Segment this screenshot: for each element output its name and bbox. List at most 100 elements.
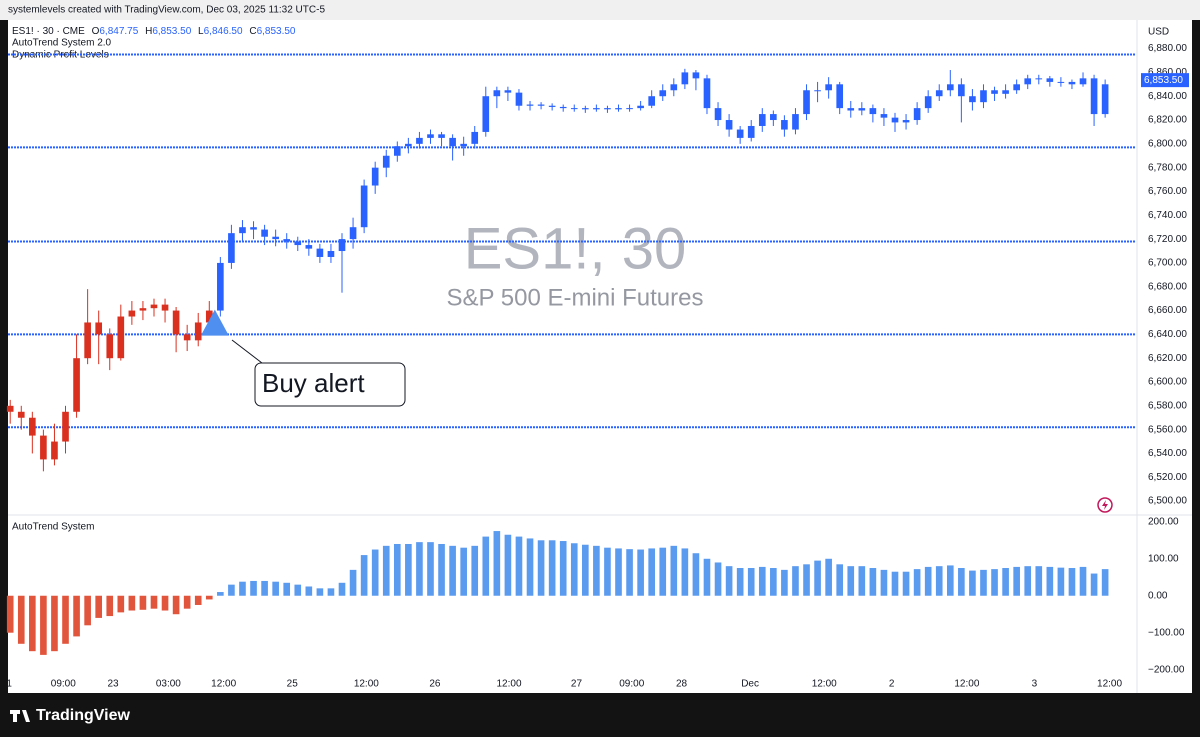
- x-tick-label: 09:00: [619, 679, 644, 690]
- candle-body: [1013, 84, 1020, 91]
- candle-body: [327, 251, 335, 257]
- candle-body: [703, 78, 711, 109]
- histogram-bar: [615, 548, 622, 596]
- histogram-bar: [515, 536, 523, 596]
- candle-body: [405, 143, 412, 147]
- histogram-bar: [349, 569, 357, 596]
- histogram-bar: [1035, 566, 1043, 596]
- histogram-bar: [770, 568, 777, 596]
- candle-body: [62, 411, 69, 442]
- candle-body: [582, 108, 589, 110]
- legend-line: ES1! · 30 · CME O6,847.75 H6,853.50 L6,8…: [12, 26, 296, 37]
- histogram-bar: [570, 543, 578, 596]
- histogram-bar: [648, 548, 656, 596]
- y-tick-label: 6,860.00: [1148, 67, 1187, 78]
- histogram-bar: [416, 542, 423, 596]
- histogram-bar: [958, 568, 965, 596]
- candle-body: [725, 120, 733, 130]
- histogram-bar: [1057, 567, 1065, 596]
- histogram-bar: [902, 571, 910, 596]
- histogram-bar: [659, 547, 667, 596]
- candle-body: [261, 229, 268, 237]
- histogram-bar: [803, 564, 810, 596]
- histogram-bar: [117, 595, 125, 613]
- candle-body: [427, 134, 434, 138]
- legend-o: O: [92, 26, 100, 37]
- candle-body: [559, 106, 567, 109]
- histogram-bar: [205, 595, 213, 600]
- histogram-bar: [537, 540, 545, 596]
- candle-body: [880, 114, 888, 118]
- candle-body: [217, 262, 224, 311]
- histogram-bar: [1046, 566, 1054, 596]
- candle-body: [239, 227, 246, 234]
- histogram-bar: [1079, 566, 1087, 596]
- histogram-bar: [913, 569, 921, 596]
- histogram-bar: [449, 545, 456, 596]
- histogram-bar: [106, 595, 114, 617]
- histogram-bar: [980, 569, 987, 596]
- candle-body: [526, 104, 534, 106]
- histogram-bar: [283, 582, 291, 596]
- candle-body: [670, 84, 678, 91]
- y-tick-label: 6,800.00: [1148, 138, 1187, 149]
- candle-body: [183, 334, 191, 341]
- histogram-bar: [736, 568, 744, 596]
- y-tick-label: 6,760.00: [1148, 186, 1187, 197]
- legend-l: L: [198, 26, 204, 37]
- candle-body: [924, 96, 932, 109]
- candle-body: [493, 90, 501, 97]
- candle-body: [29, 417, 36, 436]
- candle-body: [283, 239, 291, 242]
- histogram-bar: [150, 595, 158, 609]
- candle-body: [139, 308, 147, 311]
- x-tick-label: 12:00: [211, 679, 236, 690]
- y-tick-label: 6,880.00: [1148, 43, 1187, 54]
- candle-body: [548, 105, 556, 107]
- histogram-bar: [814, 560, 821, 596]
- histogram-bar: [593, 545, 600, 596]
- histogram-bar: [338, 582, 346, 596]
- candle-body: [681, 72, 689, 85]
- candle-body: [1046, 78, 1054, 82]
- candle-body: [626, 108, 633, 110]
- candle-body: [803, 90, 810, 115]
- x-tick-label: 12:00: [1097, 679, 1122, 690]
- y-tick-label: 6,540.00: [1148, 448, 1187, 459]
- candle-body: [570, 108, 578, 110]
- candle-body: [294, 241, 302, 246]
- x-tick-label: 25: [287, 679, 299, 690]
- candle-body: [305, 245, 313, 249]
- histogram-bar: [504, 534, 512, 596]
- histogram-bar: [217, 592, 224, 596]
- candle-body: [714, 108, 722, 121]
- candle-body: [51, 441, 58, 460]
- alert-icon: [1097, 497, 1113, 513]
- x-tick-label: Dec: [741, 679, 759, 690]
- histogram-bar: [1013, 566, 1020, 596]
- histogram-bar: [792, 566, 799, 596]
- histogram-bar: [869, 568, 877, 596]
- candle-body: [73, 358, 80, 412]
- histogram-bar: [139, 595, 147, 610]
- footer-logo: [10, 710, 30, 722]
- candle-body: [471, 131, 479, 144]
- x-tick-label: 12:00: [812, 679, 837, 690]
- y-tick-label: 6,620.00: [1148, 353, 1187, 364]
- candle-body: [770, 114, 777, 121]
- candle-body: [40, 435, 47, 460]
- candle-body: [958, 84, 965, 97]
- histogram-bar: [781, 569, 788, 596]
- candle-body: [360, 185, 368, 228]
- candle-body: [858, 108, 866, 111]
- histogram-bar: [40, 595, 47, 655]
- histogram-bar: [880, 569, 888, 596]
- candle-body: [17, 411, 25, 418]
- histogram-bar: [471, 545, 479, 596]
- histogram-bar: [95, 595, 103, 618]
- histogram-bar: [73, 595, 80, 637]
- x-tick-label: 2: [889, 679, 895, 690]
- callout-text: Buy alert: [262, 368, 365, 398]
- histogram-bar: [6, 595, 14, 633]
